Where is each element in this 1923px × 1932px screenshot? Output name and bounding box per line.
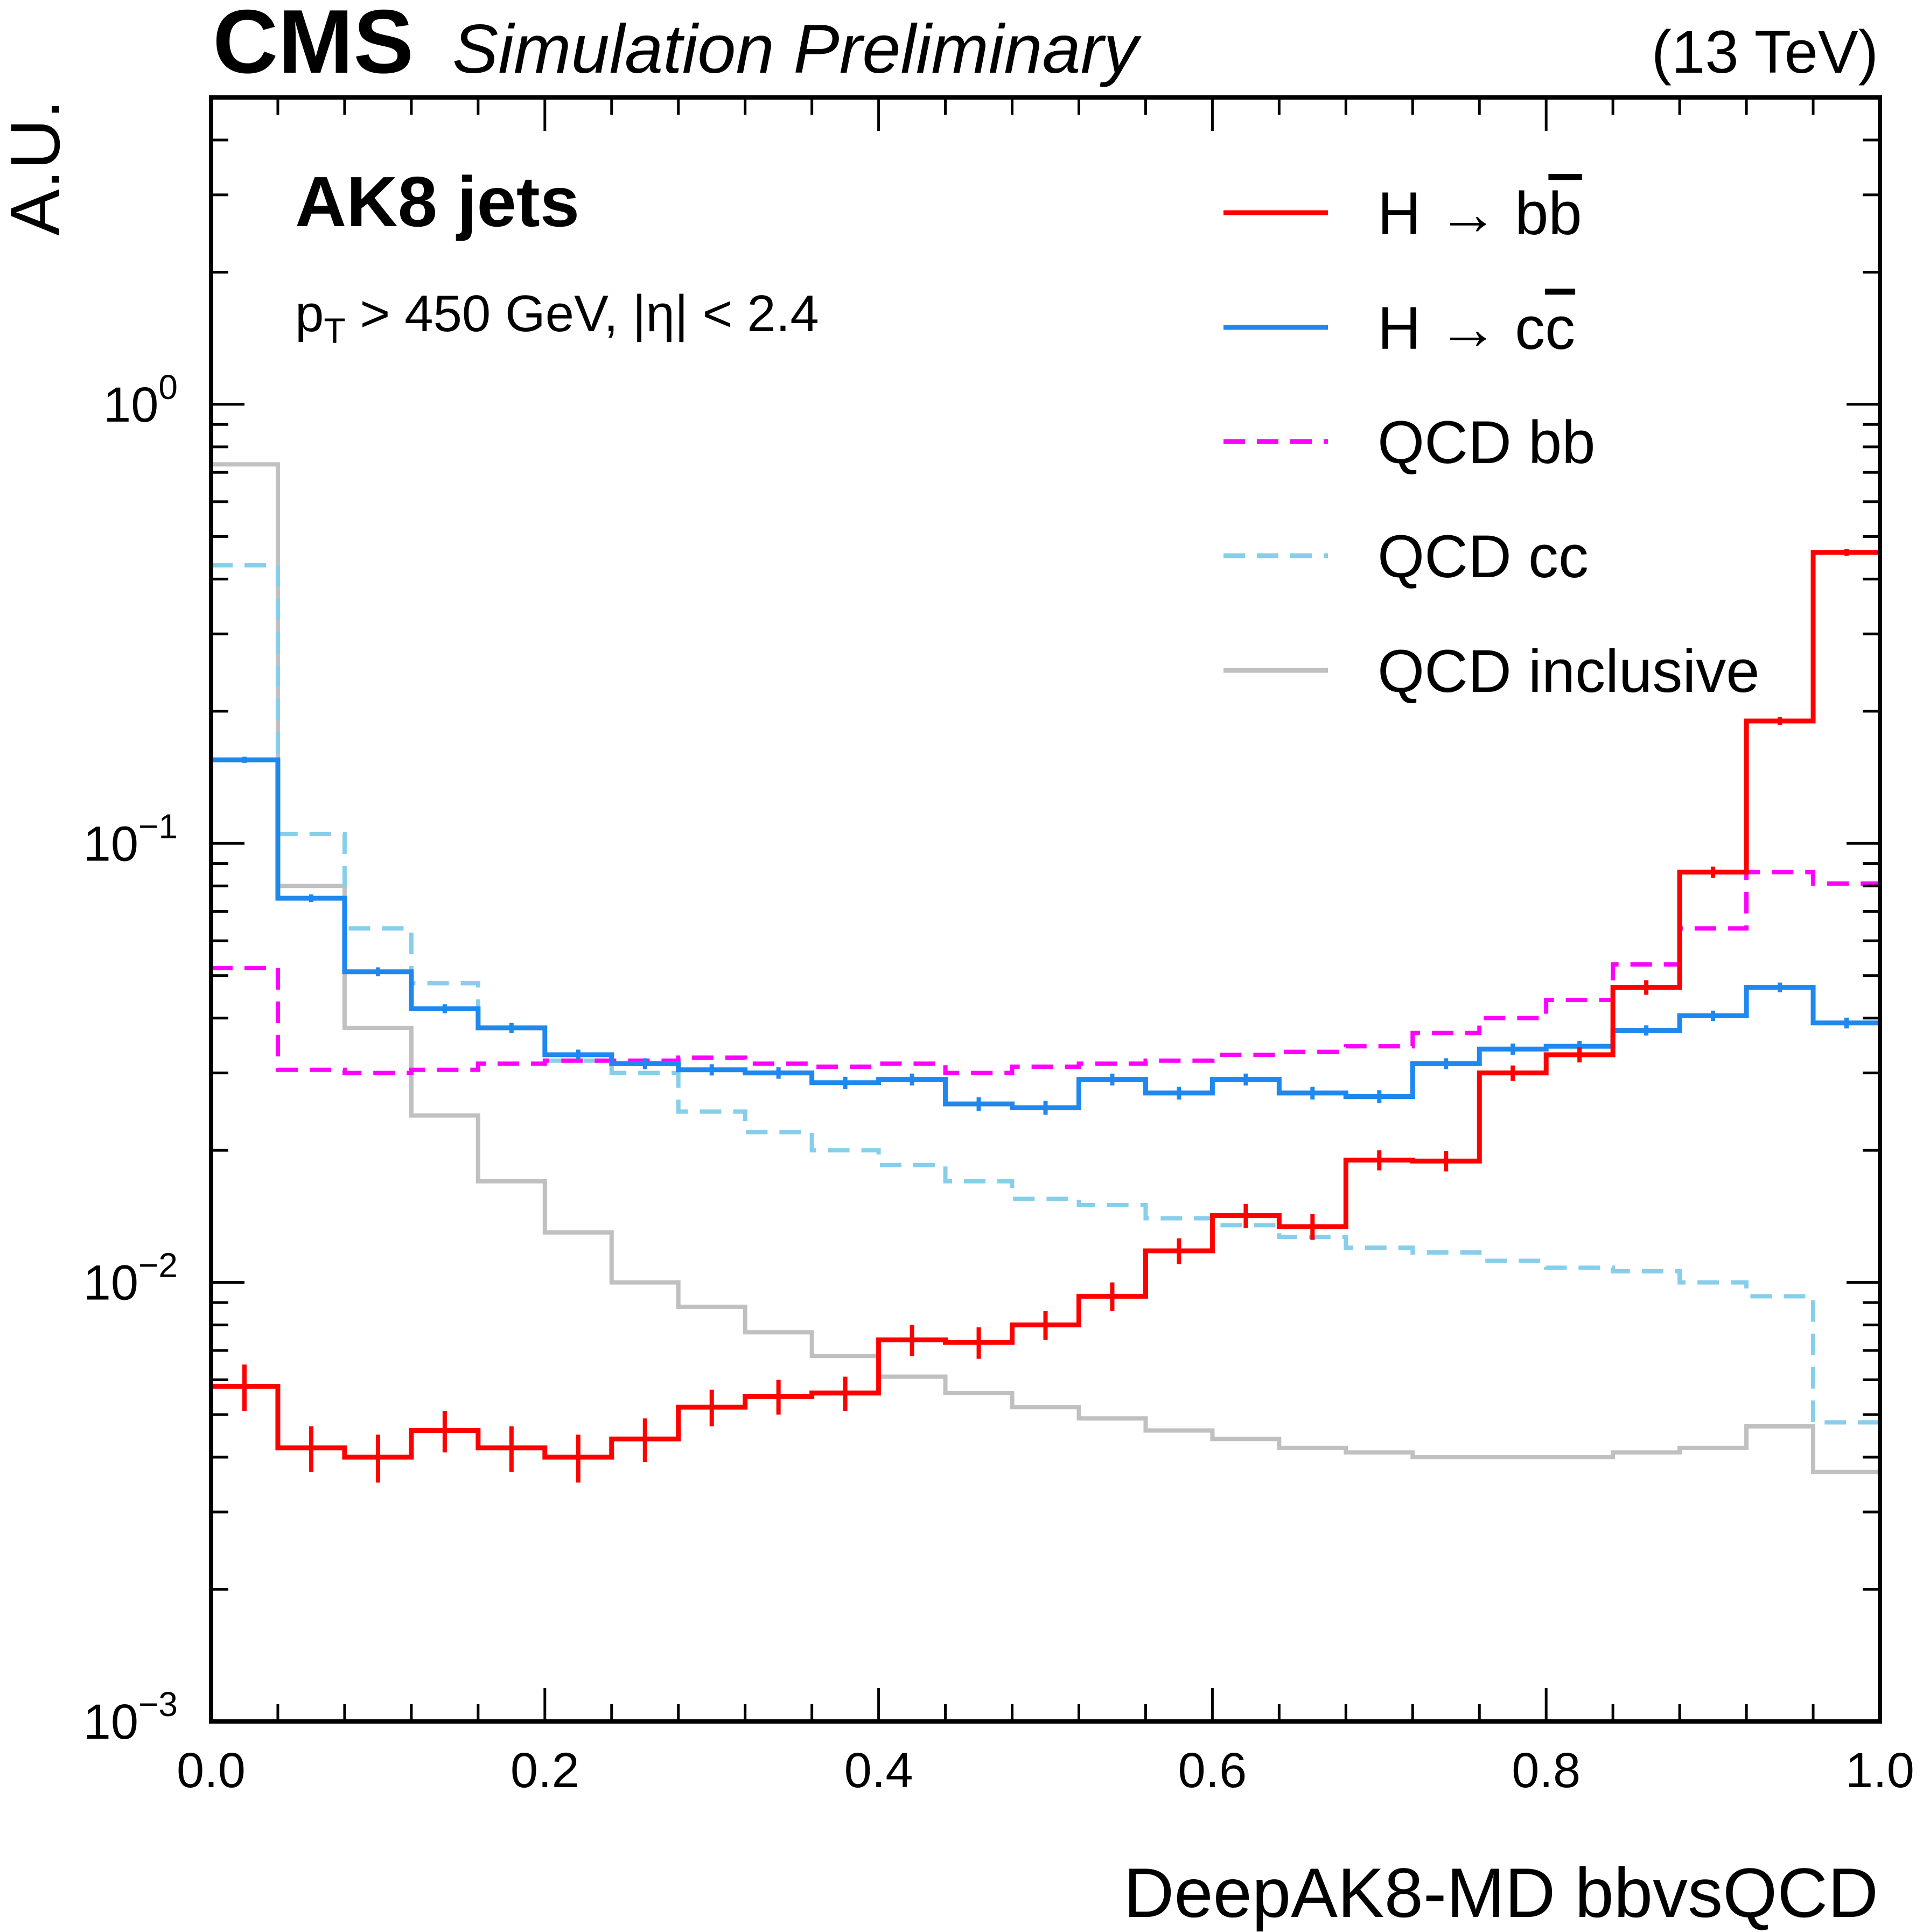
x-tick-label: 0.0 — [177, 1743, 246, 1798]
legend-label: QCD cc — [1377, 523, 1589, 590]
histogram-line — [211, 462, 1880, 1474]
y-tick-label: 10−2 — [83, 1246, 178, 1311]
annotation-title: AK8 jets — [295, 162, 579, 241]
legend-label: QCD bb — [1377, 409, 1596, 476]
y-tick-base: 10 — [103, 377, 158, 432]
y-tick-label: 10−1 — [83, 807, 178, 871]
cut-text: > 450 GeV, |η| < 2.4 — [346, 285, 819, 342]
x-axis: 0.0 0.2 0.4 0.6 0.8 1.0 — [177, 97, 1914, 1798]
legend-label: H → cc — [1377, 295, 1575, 362]
pt-subscript: T — [324, 311, 345, 351]
y-tick-label: 100 — [103, 368, 178, 432]
series-qcd-inclusive — [211, 462, 1880, 1474]
x-tick-label: 0.6 — [1178, 1743, 1247, 1798]
x-tick-label: 0.8 — [1512, 1743, 1581, 1798]
x-tick-label: 1.0 — [1845, 1743, 1914, 1798]
legend-label-antiquark: c — [1545, 295, 1575, 362]
series-qcd-bb — [211, 870, 1880, 1075]
y-tick-base: 10 — [83, 1695, 138, 1749]
y-tick-exponent: −2 — [138, 1246, 178, 1285]
histogram-line — [211, 757, 1880, 1110]
pt-symbol: p — [295, 285, 324, 342]
annotation-cuts: pT > 450 GeV, |η| < 2.4 — [295, 285, 819, 351]
series-h-bb- — [211, 549, 1880, 1483]
y-tick-base: 10 — [83, 1256, 138, 1311]
series-h-cc- — [211, 757, 1880, 1115]
y-axis-title: A.U. — [0, 100, 74, 236]
y-tick-label: 10−3 — [83, 1685, 178, 1749]
cms-label: CMS — [213, 0, 414, 92]
x-axis-title: DeepAK8-MD bbvsQCD — [1123, 1853, 1878, 1932]
y-tick-base: 10 — [83, 816, 138, 871]
y-tick-exponent: 0 — [158, 368, 178, 407]
legend-label-main: H → c — [1377, 295, 1545, 362]
legend-label: QCD inclusive — [1377, 638, 1760, 705]
plot-area — [211, 462, 1880, 1483]
y-tick-exponent: −1 — [138, 807, 178, 845]
legend-label-antiquark: b — [1548, 180, 1582, 247]
x-tick-label: 0.4 — [844, 1743, 913, 1798]
legend-label-main: H → b — [1377, 180, 1548, 247]
legend-label: H → bb — [1377, 180, 1582, 247]
simulation-preliminary-label: Simulation Preliminary — [452, 11, 1142, 88]
x-tick-label: 0.2 — [511, 1743, 579, 1798]
y-tick-exponent: −3 — [138, 1685, 178, 1724]
energy-label: (13 TeV) — [1652, 18, 1878, 86]
plot-frame — [209, 95, 1882, 1724]
histogram-line — [211, 870, 1880, 1075]
